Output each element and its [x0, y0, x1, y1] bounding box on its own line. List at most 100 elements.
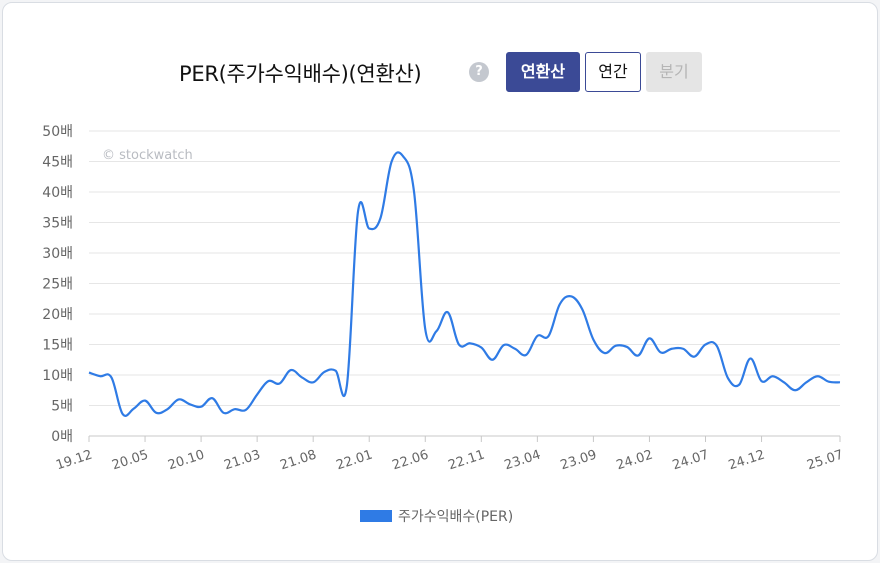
data-point[interactable] [746, 355, 754, 363]
data-point[interactable] [567, 292, 575, 300]
data-point[interactable] [399, 152, 407, 160]
data-point[interactable] [410, 188, 418, 196]
tab-quarterly: 분기 [646, 52, 702, 92]
data-point[interactable] [758, 377, 766, 385]
y-tick-label: 20배 [42, 307, 73, 323]
data-point[interactable] [825, 378, 833, 386]
chart-header: PER(주가수익배수)(연환산) ? 연환산 연간 분기 [0, 52, 880, 94]
data-point[interactable] [298, 373, 306, 381]
x-tick-label: 20.05 [110, 448, 150, 474]
data-point[interactable] [623, 343, 631, 351]
data-point[interactable] [208, 394, 216, 402]
y-tick-label: 30배 [42, 246, 73, 262]
data-point[interactable] [578, 305, 586, 313]
data-point[interactable] [814, 372, 822, 380]
tab-annual[interactable]: 연간 [585, 52, 641, 92]
data-point[interactable] [690, 353, 698, 361]
data-point[interactable] [332, 367, 340, 375]
x-axis: 19.12 20.05 20.10 21.03 21.08 22.01 22.06 22.11… [54, 436, 845, 473]
data-point[interactable] [679, 345, 687, 353]
data-point[interactable] [130, 405, 138, 413]
data-point[interactable] [735, 381, 743, 389]
x-tick-label: 24.12 [727, 448, 767, 474]
data-point[interactable] [152, 409, 160, 417]
data-point[interactable] [612, 342, 620, 350]
data-point[interactable] [309, 378, 317, 386]
data-point[interactable] [511, 345, 519, 353]
y-tick-label: 25배 [42, 277, 73, 293]
x-tick-label: 22.06 [390, 448, 430, 474]
y-tick-label: 45배 [42, 155, 73, 171]
data-point[interactable] [713, 342, 721, 350]
per-series-line[interactable] [88, 151, 841, 417]
data-point[interactable] [421, 325, 429, 333]
data-point[interactable] [477, 344, 485, 352]
x-tick-label: 24.07 [671, 448, 711, 474]
x-tick-label: 21.08 [278, 448, 318, 474]
data-point[interactable] [668, 345, 676, 353]
data-point[interactable] [545, 332, 553, 340]
x-tick-label: 19.12 [54, 448, 94, 474]
data-point[interactable] [264, 377, 272, 385]
data-point[interactable] [343, 382, 351, 390]
data-point[interactable] [376, 214, 384, 222]
data-point[interactable] [657, 348, 665, 356]
data-point[interactable] [96, 372, 104, 380]
data-point[interactable] [780, 378, 788, 386]
data-point[interactable] [556, 300, 564, 308]
data-point[interactable] [589, 336, 597, 344]
data-point[interactable] [724, 374, 732, 382]
help-icon[interactable]: ? [469, 62, 489, 82]
data-point[interactable] [107, 373, 115, 381]
x-tick-label: 21.03 [222, 448, 262, 474]
data-point[interactable] [320, 368, 328, 376]
data-point[interactable] [432, 327, 440, 335]
data-point[interactable] [163, 405, 171, 413]
data-point[interactable] [455, 341, 463, 349]
data-point[interactable] [634, 351, 642, 359]
tab-annualized[interactable]: 연환산 [506, 52, 580, 92]
data-point[interactable] [533, 332, 541, 340]
data-point[interactable] [489, 356, 497, 364]
chart-title: PER(주가수익배수)(연환산) [179, 62, 422, 86]
data-point[interactable] [802, 378, 810, 386]
data-point[interactable] [769, 372, 777, 380]
y-tick-label: 40배 [42, 185, 73, 201]
x-tick-label: 24.02 [615, 448, 655, 474]
data-point[interactable] [701, 341, 709, 349]
data-point[interactable] [186, 400, 194, 408]
x-tick-label: 23.04 [503, 448, 543, 474]
data-point[interactable] [119, 410, 127, 418]
data-point[interactable] [645, 334, 653, 342]
data-point[interactable] [601, 349, 609, 357]
x-tick-label: 20.10 [166, 448, 206, 474]
data-point[interactable] [791, 386, 799, 394]
legend-swatch [360, 510, 392, 522]
data-point[interactable] [354, 208, 362, 216]
data-point[interactable] [466, 339, 474, 347]
data-point[interactable] [522, 351, 530, 359]
data-point[interactable] [444, 308, 452, 316]
y-tick-label: 50배 [42, 124, 73, 140]
x-tick-label: 23.09 [559, 448, 599, 474]
data-point[interactable] [276, 380, 284, 388]
legend[interactable]: 주가수익배수(PER) [360, 509, 513, 525]
data-point[interactable] [500, 341, 508, 349]
data-point[interactable] [388, 158, 396, 166]
data-point[interactable] [836, 378, 844, 386]
data-point[interactable] [85, 369, 93, 377]
data-point[interactable] [231, 405, 239, 413]
data-point[interactable] [287, 366, 295, 374]
data-point[interactable] [197, 403, 205, 411]
x-tick-label: 22.01 [334, 448, 374, 474]
data-point[interactable] [365, 225, 373, 233]
data-point[interactable] [242, 406, 250, 414]
data-point[interactable] [253, 391, 261, 399]
data-point[interactable] [175, 395, 183, 403]
chart-grid [89, 130, 840, 437]
x-tick-label: 25.07 [805, 448, 845, 474]
y-tick-label: 0배 [51, 429, 73, 445]
data-point[interactable] [220, 409, 228, 417]
data-point[interactable] [141, 397, 149, 405]
